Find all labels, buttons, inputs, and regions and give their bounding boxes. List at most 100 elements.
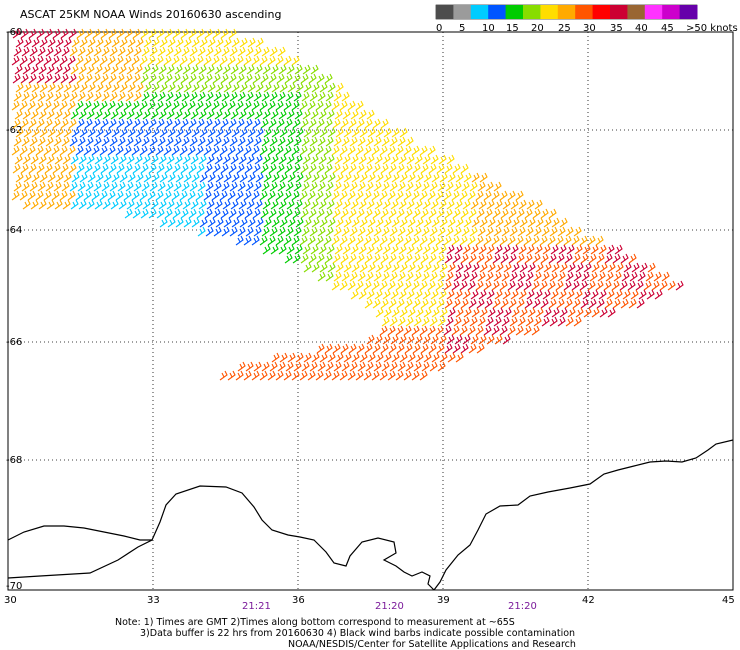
wind-barb	[366, 199, 375, 210]
wind-barb	[227, 55, 236, 66]
wind-barb	[387, 235, 396, 246]
wind-barb	[207, 217, 216, 228]
wind-barb	[252, 208, 261, 219]
wind-barb	[286, 64, 295, 75]
wind-barb	[27, 55, 36, 66]
wind-barb	[239, 82, 248, 93]
legend-label: 45	[661, 23, 674, 34]
wind-barb	[37, 136, 46, 147]
legend-label: 35	[610, 23, 623, 34]
wind-barb	[395, 145, 404, 156]
wind-barb	[439, 172, 448, 183]
wind-barb	[76, 118, 85, 129]
legend-label: 15	[506, 23, 519, 34]
wind-barb	[431, 352, 440, 363]
wind-barb	[471, 262, 480, 273]
wind-barb	[252, 118, 261, 129]
wind-barb	[349, 361, 358, 372]
wind-barb	[271, 82, 280, 93]
wind-barb	[231, 37, 240, 48]
wind-barb	[396, 298, 405, 309]
wind-barb	[252, 163, 261, 174]
wind-barb	[391, 172, 400, 183]
wind-barb	[404, 163, 413, 174]
wind-barb	[647, 262, 656, 273]
wind-barb	[333, 226, 342, 237]
wind-barb	[139, 55, 148, 66]
wind-barb	[364, 208, 373, 219]
wind-barb	[411, 370, 420, 381]
wind-barb	[199, 127, 208, 138]
wind-barb	[285, 91, 294, 102]
wind-barb	[403, 145, 412, 156]
wind-barb	[267, 145, 276, 156]
wind-barb	[347, 370, 356, 381]
wind-barb	[119, 37, 128, 48]
wind-barb	[116, 163, 125, 174]
wind-barb	[283, 55, 292, 66]
wind-barb	[390, 244, 399, 255]
wind-barb	[139, 100, 148, 111]
wind-barb	[309, 136, 318, 147]
wind-barb	[51, 145, 60, 156]
wind-barb	[140, 118, 149, 129]
wind-barb	[245, 91, 254, 102]
wind-barb	[123, 55, 132, 66]
wind-barb	[351, 127, 360, 138]
wind-barb	[222, 154, 231, 165]
wind-barb	[341, 271, 350, 282]
wind-barb	[263, 127, 272, 138]
wind-barb	[181, 46, 190, 57]
wind-barb	[61, 91, 70, 102]
wind-barb	[476, 208, 485, 219]
wind-barb	[316, 208, 325, 219]
wind-barb	[340, 163, 349, 174]
wind-barb	[255, 217, 264, 228]
pass-time: 21:20	[375, 601, 404, 612]
wind-barb	[388, 253, 397, 264]
wind-barb	[84, 73, 93, 84]
wind-barb	[28, 118, 37, 129]
wind-barb	[22, 109, 31, 120]
wind-barb	[567, 262, 576, 273]
wind-barb	[503, 262, 512, 273]
wind-barb	[348, 343, 357, 354]
wind-barb	[469, 316, 478, 327]
wind-barb	[398, 334, 407, 345]
wind-barb	[407, 352, 416, 363]
wind-barb	[543, 217, 552, 228]
wind-barb	[604, 253, 613, 264]
wind-barb	[37, 46, 46, 57]
wind-barb	[491, 280, 500, 291]
wind-barb	[283, 190, 292, 201]
wind-barb	[555, 235, 564, 246]
wind-barb	[107, 190, 116, 201]
wind-barb	[115, 100, 124, 111]
wind-barb	[238, 154, 247, 165]
wind-barb	[292, 253, 301, 264]
wind-barb	[380, 208, 389, 219]
wind-barb	[620, 298, 629, 309]
wind-barb	[139, 145, 148, 156]
wind-barb	[487, 217, 496, 228]
wind-barb	[308, 118, 317, 129]
wind-barb	[316, 253, 325, 264]
wind-barb	[45, 136, 54, 147]
wind-barb	[619, 280, 628, 291]
wind-barb	[303, 262, 312, 273]
wind-barb	[173, 136, 182, 147]
wind-barb	[500, 253, 509, 264]
wind-barb	[219, 100, 228, 111]
wind-barb	[55, 37, 64, 48]
wind-barb	[355, 100, 364, 111]
wind-barb	[283, 145, 292, 156]
wind-barb	[212, 208, 221, 219]
wind-barb	[479, 262, 488, 273]
wind-barb	[429, 361, 438, 372]
wind-barb	[142, 64, 151, 75]
wind-barb	[286, 109, 295, 120]
wind-barb	[207, 82, 216, 93]
legend-swatch	[575, 5, 594, 19]
wind-barb	[180, 118, 189, 129]
wind-barb	[259, 235, 268, 246]
